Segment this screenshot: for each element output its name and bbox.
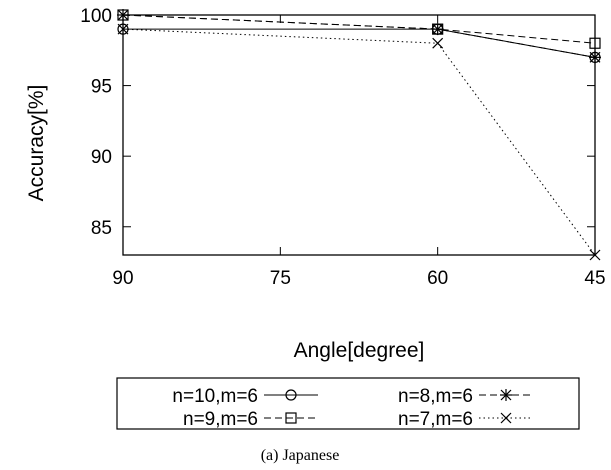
x-axis-title: Angle[degree] xyxy=(294,339,425,362)
marker-x-stroke xyxy=(432,37,444,49)
marker-square xyxy=(285,412,297,424)
legend-label: n=9,m=6 xyxy=(183,409,258,430)
legend-swatch-marker xyxy=(500,389,512,401)
axes: 90 75 60 45 85 90 95 100 xyxy=(80,6,605,289)
data-point-series-3 xyxy=(432,23,444,35)
legend-swatch-marker xyxy=(500,412,512,424)
legend-label: n=10,m=6 xyxy=(172,386,258,407)
y-tick-label: 90 xyxy=(91,147,112,168)
y-tick-label: 85 xyxy=(91,218,112,239)
series-line-2 xyxy=(122,14,596,58)
marker-x-stroke xyxy=(500,412,512,424)
legend: n=10,m=6 n=8,m=6 n=9,m=6 n=7,m=6 xyxy=(116,377,580,430)
y-axis-title: Accuracy[%] xyxy=(25,85,48,202)
legend-label: n=8,m=6 xyxy=(398,386,473,407)
y-tick-label: 95 xyxy=(91,77,112,98)
figure-caption: (a) Japanese xyxy=(261,447,340,464)
legend-swatch-marker xyxy=(285,389,297,401)
x-tick-label: 45 xyxy=(584,268,605,289)
plot-frame xyxy=(122,14,596,256)
marker-circle xyxy=(285,389,297,401)
series-line-1 xyxy=(123,28,596,58)
x-tick-label: 90 xyxy=(112,268,133,289)
series-line-4 xyxy=(122,28,596,256)
legend-box xyxy=(116,377,580,430)
series-line-3 xyxy=(122,14,596,44)
x-tick-label: 75 xyxy=(270,268,291,289)
y-tick-label: 100 xyxy=(80,6,112,27)
plot-area xyxy=(117,9,601,261)
data-point-series-4 xyxy=(432,37,444,49)
legend-swatch-marker xyxy=(285,412,297,424)
marker-square xyxy=(432,23,444,35)
legend-label: n=7,m=6 xyxy=(398,409,473,430)
x-tick-label: 60 xyxy=(427,268,448,289)
